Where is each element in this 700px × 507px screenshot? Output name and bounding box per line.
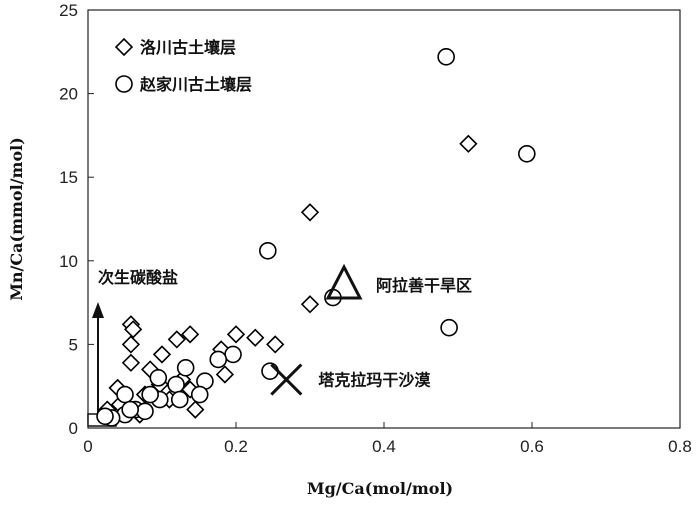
point	[224, 345, 242, 364]
marker-label: 塔克拉玛干沙漠	[318, 371, 431, 390]
point	[300, 203, 320, 222]
point	[141, 385, 159, 404]
y-tick-label: 10	[59, 252, 78, 271]
y-tick-label: 0	[69, 419, 78, 438]
point	[259, 241, 277, 260]
y-tick-label: 25	[59, 1, 78, 20]
x-tick-label: 0.4	[372, 437, 396, 456]
point	[121, 353, 141, 372]
arrow-head	[92, 302, 104, 318]
plot-frame	[87, 9, 681, 429]
x-tick-label: 0.8	[668, 437, 692, 456]
point	[170, 390, 189, 409]
point	[180, 325, 200, 344]
y-tick-label: 20	[59, 85, 78, 104]
point	[167, 330, 186, 349]
x-axis-label: Mg/Ca(mol/mol)	[307, 479, 453, 498]
y-tick-label: 5	[69, 335, 78, 354]
point	[176, 359, 195, 377]
point	[190, 385, 209, 404]
legend-label: 洛川古土壤层	[140, 38, 236, 57]
legend-marker	[115, 75, 133, 93]
point	[215, 365, 235, 384]
point	[167, 375, 185, 394]
point	[266, 335, 285, 354]
x-tick-label: 0.2	[224, 437, 248, 456]
point	[116, 385, 134, 404]
legend-label: 赵家川古土壤层	[139, 75, 252, 94]
point	[121, 400, 139, 419]
point	[226, 325, 246, 344]
point	[121, 335, 141, 354]
point	[149, 369, 168, 387]
point	[300, 295, 320, 314]
x-tick-label: 0	[83, 437, 92, 456]
annotation: 次生碳酸盐	[98, 268, 178, 287]
point	[152, 345, 172, 364]
point	[246, 328, 265, 347]
point	[96, 407, 114, 426]
y-axis-label: Mn/Ca(mmol/mol)	[7, 137, 26, 301]
point	[518, 144, 536, 163]
point	[440, 318, 458, 337]
point	[437, 48, 455, 66]
reference-marker	[325, 263, 363, 300]
point	[261, 362, 279, 380]
marker-label: 阿拉善干旱区	[376, 276, 472, 295]
point	[124, 320, 143, 339]
x-tick-label: 0.6	[520, 437, 544, 456]
y-tick-label: 15	[59, 168, 78, 187]
point	[209, 350, 228, 369]
point	[186, 400, 205, 419]
legend-marker	[114, 37, 134, 57]
point	[136, 402, 154, 421]
reference-marker	[270, 363, 303, 396]
point	[459, 134, 478, 153]
